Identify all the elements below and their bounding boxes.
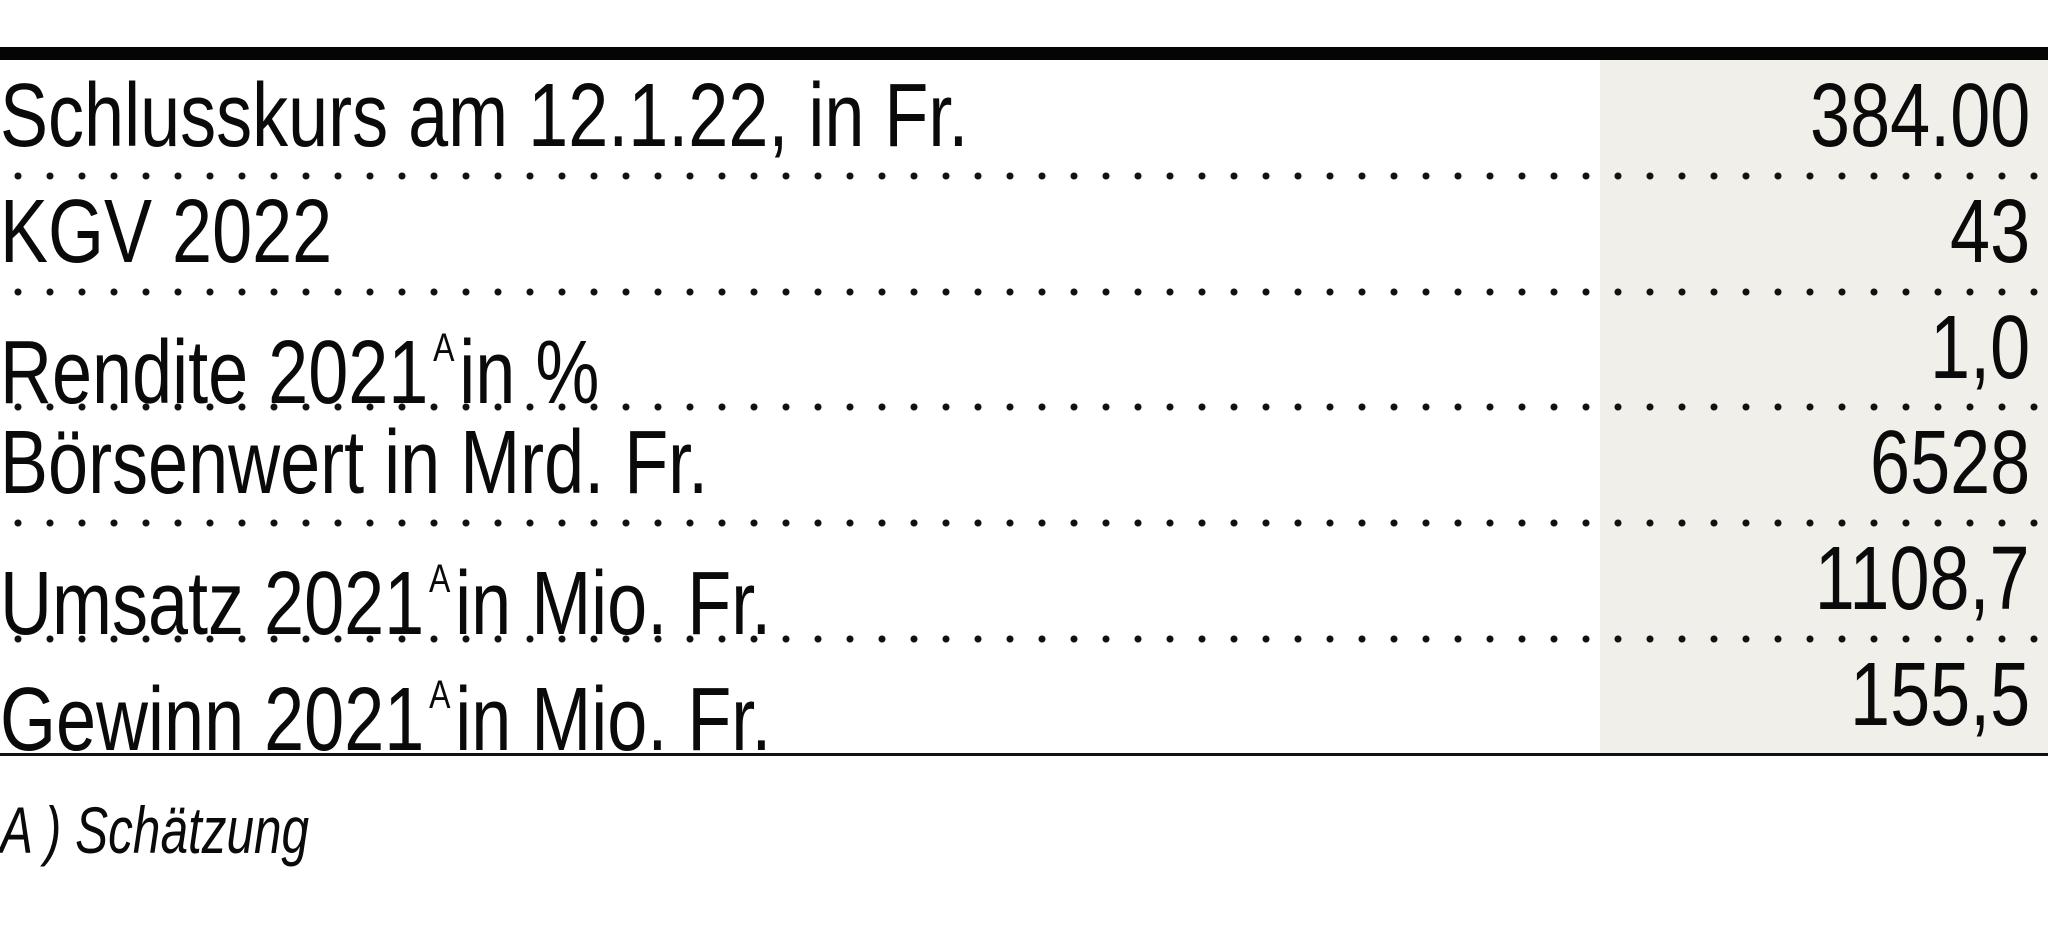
table-row: Gewinn 2021 Ain Mio. Fr. 155,5 bbox=[0, 639, 2048, 770]
top-rule bbox=[0, 47, 2048, 60]
dotted-divider bbox=[0, 634, 2048, 643]
dotted-divider bbox=[0, 171, 2048, 180]
footnote-marker: A bbox=[433, 325, 455, 370]
row-label: Schlusskurs am 12.1.22, in Fr. bbox=[0, 66, 969, 166]
dotted-divider bbox=[0, 519, 2048, 528]
row-label: Börsenwert in Mrd. Fr. bbox=[0, 413, 709, 514]
dotted-divider bbox=[0, 287, 2048, 296]
row-value: 6528 bbox=[1869, 413, 2030, 514]
row-value: 43 bbox=[1949, 181, 2030, 282]
table-row: Rendite 2021 Ain % 1,0 bbox=[0, 292, 2048, 423]
footnote-marker: A bbox=[429, 557, 451, 602]
table-row: Börsenwert in Mrd. Fr. 6528 bbox=[0, 407, 2048, 528]
bottom-rule bbox=[0, 753, 2048, 756]
key-figures-table: Schlusskurs am 12.1.22, in Fr. 384.00 KG… bbox=[0, 60, 2048, 770]
table-row: Schlusskurs am 12.1.22, in Fr. 384.00 bbox=[0, 60, 2048, 180]
row-value: 1,0 bbox=[1929, 297, 2030, 398]
row-value: 155,5 bbox=[1849, 644, 2030, 745]
row-value: 1108,7 bbox=[1815, 529, 2030, 630]
row-value: 384.00 bbox=[1809, 66, 2030, 166]
dotted-divider bbox=[0, 403, 2048, 412]
table-row: KGV 2022 43 bbox=[0, 176, 2048, 296]
table-row: Umsatz 2021 Ain Mio. Fr. 1108,7 bbox=[0, 523, 2048, 654]
footnote: A ) Schätzung bbox=[0, 793, 310, 867]
row-label: KGV 2022 bbox=[0, 181, 333, 282]
row-label: Gewinn 2021 Ain Mio. Fr. bbox=[0, 669, 772, 770]
footnote-marker: A bbox=[429, 672, 451, 717]
